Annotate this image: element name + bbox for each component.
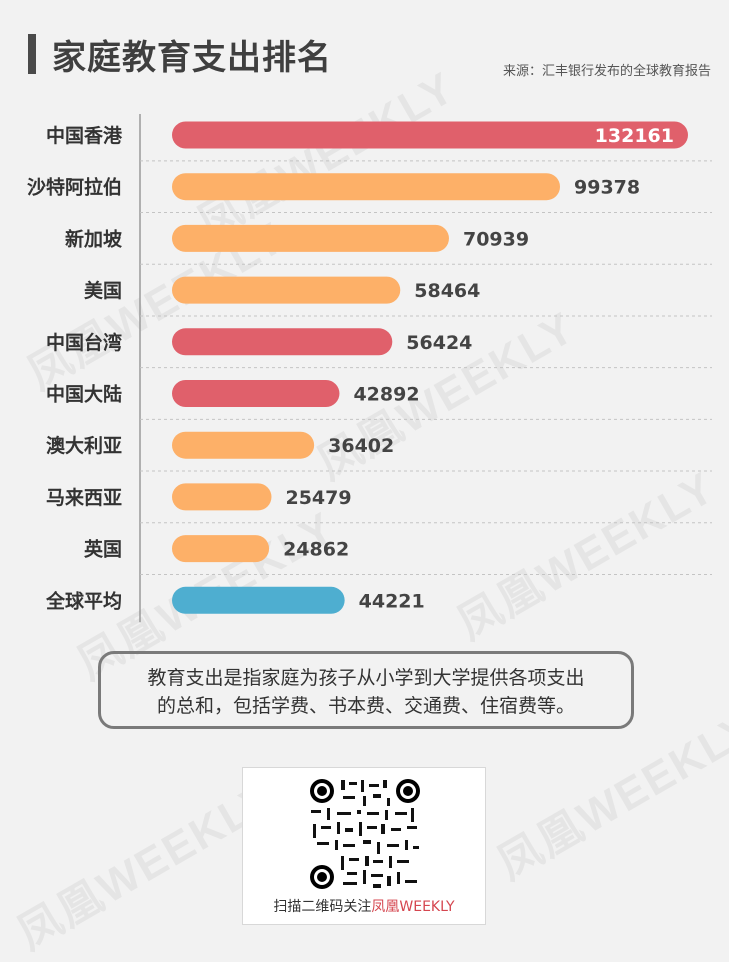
bar <box>172 328 393 356</box>
page-title: 家庭教育支出排名 <box>52 38 332 78</box>
bar <box>172 224 449 252</box>
category-label: 美国 <box>84 279 122 302</box>
value-label: 99378 <box>574 177 640 199</box>
category-label: 英国 <box>84 538 122 561</box>
bar <box>172 535 270 563</box>
category-label: 中国台湾 <box>46 331 122 354</box>
qr-caption: 扫描二维码关注凤凰WEEKLY <box>243 896 485 916</box>
bar <box>172 483 272 511</box>
bar <box>172 586 345 614</box>
value-label: 132161 <box>595 125 674 147</box>
note-line-2: 的总和，包括学费、书本费、交通费、住宿费等。 <box>156 695 575 717</box>
category-label: 新加坡 <box>65 227 123 250</box>
bar <box>172 121 688 149</box>
value-label: 56424 <box>406 332 472 354</box>
value-label: 58464 <box>414 280 480 302</box>
category-label: 澳大利亚 <box>46 434 122 457</box>
category-label: 沙特阿拉伯 <box>27 176 122 199</box>
qr-brand: 凤凰WEEKLY <box>371 899 455 915</box>
value-label: 36402 <box>328 435 394 457</box>
value-label: 70939 <box>463 228 529 250</box>
value-label: 42892 <box>353 384 419 406</box>
source-note: 来源：汇丰银行发布的全球教育报告 <box>502 64 711 79</box>
bar <box>172 380 340 407</box>
value-label: 25479 <box>285 487 351 509</box>
category-label: 中国大陆 <box>46 383 122 406</box>
note-line-1: 教育支出是指家庭为孩子从小学到大学提供各项支出 <box>147 667 585 689</box>
qr-code-icon[interactable] <box>307 776 423 892</box>
value-label: 24862 <box>283 539 349 561</box>
category-label: 中国香港 <box>46 124 123 147</box>
category-label: 全球平均 <box>45 589 122 612</box>
bar <box>172 173 561 201</box>
bar <box>172 276 401 304</box>
qr-caption-text: 扫描二维码关注 <box>273 899 372 915</box>
bar <box>172 431 315 459</box>
value-label: 44221 <box>359 590 425 612</box>
qr-card: 扫描二维码关注凤凰WEEKLY <box>242 767 486 925</box>
bar-chart: 中国香港 132161 沙特阿拉伯 99378 新加坡 70939 美国 58464 中国台湾 5… <box>27 114 712 623</box>
title-accent-bar <box>28 34 36 74</box>
definition-note: 教育支出是指家庭为孩子从小学到大学提供各项支出 的总和，包括学费、书本费、交通费… <box>98 651 634 729</box>
category-label: 马来西亚 <box>46 487 122 509</box>
